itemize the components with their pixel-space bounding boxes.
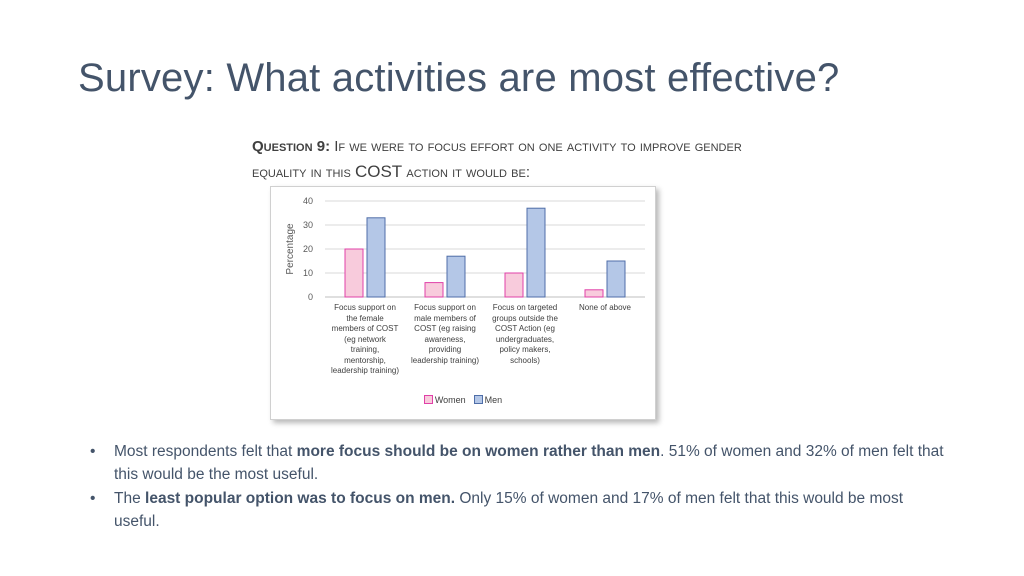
y-tick-label: 30 — [303, 220, 313, 230]
x-category-label: Focus support on male members of COST (eg … — [404, 303, 486, 366]
bar-men-2 — [526, 207, 546, 298]
x-category-label-line: training, — [350, 345, 380, 354]
bullet-symbol: • — [90, 490, 96, 507]
question-text-part1: If we were to focus effort on one activi… — [252, 138, 742, 181]
x-category-label-line: COST (eg raising — [414, 324, 476, 333]
x-category-label-line: schools) — [510, 355, 540, 365]
y-tick-label: 0 — [308, 292, 313, 302]
bullet-lead: Most respondents felt that — [114, 443, 297, 460]
legend-swatch — [423, 395, 433, 404]
bar-men-1 — [446, 255, 466, 298]
x-category-label-line: the female — [346, 313, 384, 323]
question-text-part2: action it would be: — [402, 164, 530, 181]
x-category-label-line: Focus support on — [414, 303, 476, 312]
legend-label: Men — [484, 395, 503, 405]
x-category-label-line: awareness, — [424, 334, 466, 344]
bullet-item: • Most respondents felt that more focus s… — [90, 440, 950, 486]
x-category-label-line: None of above — [578, 303, 632, 312]
legend-item: Men — [473, 395, 503, 405]
x-category-label-line: policy makers, — [499, 345, 551, 354]
bar-men-0 — [366, 217, 386, 298]
bar-women-3 — [584, 289, 604, 298]
bullet-item: • The least popular option was to focus o… — [90, 487, 950, 533]
x-category-label-line: leadership training) — [410, 355, 480, 365]
x-category-label: Focus support on the female members of COS… — [324, 303, 406, 377]
x-category-label-line: providing — [428, 345, 462, 354]
x-category-label-line: Focus support on — [334, 303, 396, 312]
x-category-label: Focus on targeted groups outside the COST … — [484, 303, 566, 366]
chart-legend: Women Men — [271, 395, 655, 405]
y-tick-label: 20 — [303, 244, 313, 254]
legend-item: Women — [423, 395, 466, 405]
x-category-label-line: leadership training) — [330, 366, 400, 375]
x-category-label-line: (eg network — [344, 334, 386, 344]
bullet-bold: more focus should be on women rather tha… — [296, 443, 661, 460]
x-category-label-line: groups outside the — [492, 313, 558, 323]
bar-women-2 — [504, 272, 524, 298]
x-category-label-line: mentorship, — [344, 355, 386, 365]
bar-women-0 — [344, 248, 364, 298]
bar-women-1 — [424, 282, 444, 298]
x-category-label-line: Focus on targeted — [492, 303, 558, 312]
bullet-symbol: • — [90, 443, 96, 460]
y-axis-title: Percentage — [285, 223, 296, 275]
bullet-lead: The — [114, 490, 146, 507]
bullet-tail: Only 15% of women and 17% of men felt th… — [114, 490, 904, 530]
bullet-tail: . 51% of women and 32% of men felt that … — [114, 443, 944, 483]
x-category-label-line: COST Action (eg — [495, 324, 555, 333]
y-tick-label: 40 — [303, 196, 313, 206]
chart-plot: 0 10 20 30 40 Percentage — [285, 196, 645, 302]
x-category-label: None of above — [564, 303, 646, 314]
slide-title: Survey: What activities are most effecti… — [78, 56, 840, 100]
legend-swatch — [473, 395, 483, 404]
x-category-label-line: members of COST — [331, 324, 399, 333]
bar-men-3 — [606, 260, 626, 298]
bar-chart: 0 10 20 30 40 Percentage Women Men Focus suppo… — [270, 186, 656, 420]
bullet-list: • Most respondents felt that more focus s… — [90, 440, 950, 534]
bullet-bold: least popular option was to focus on men… — [145, 490, 456, 507]
question-text: Question 9: If we were to focus effort o… — [252, 134, 752, 185]
x-category-label-line: male members of — [414, 313, 476, 323]
x-category-label-line: undergraduates, — [495, 334, 555, 344]
y-tick-label: 10 — [303, 268, 313, 278]
legend-label: Women — [434, 395, 466, 405]
question-prefix: Question 9: — [252, 138, 331, 155]
question-cost: COST — [354, 162, 403, 181]
